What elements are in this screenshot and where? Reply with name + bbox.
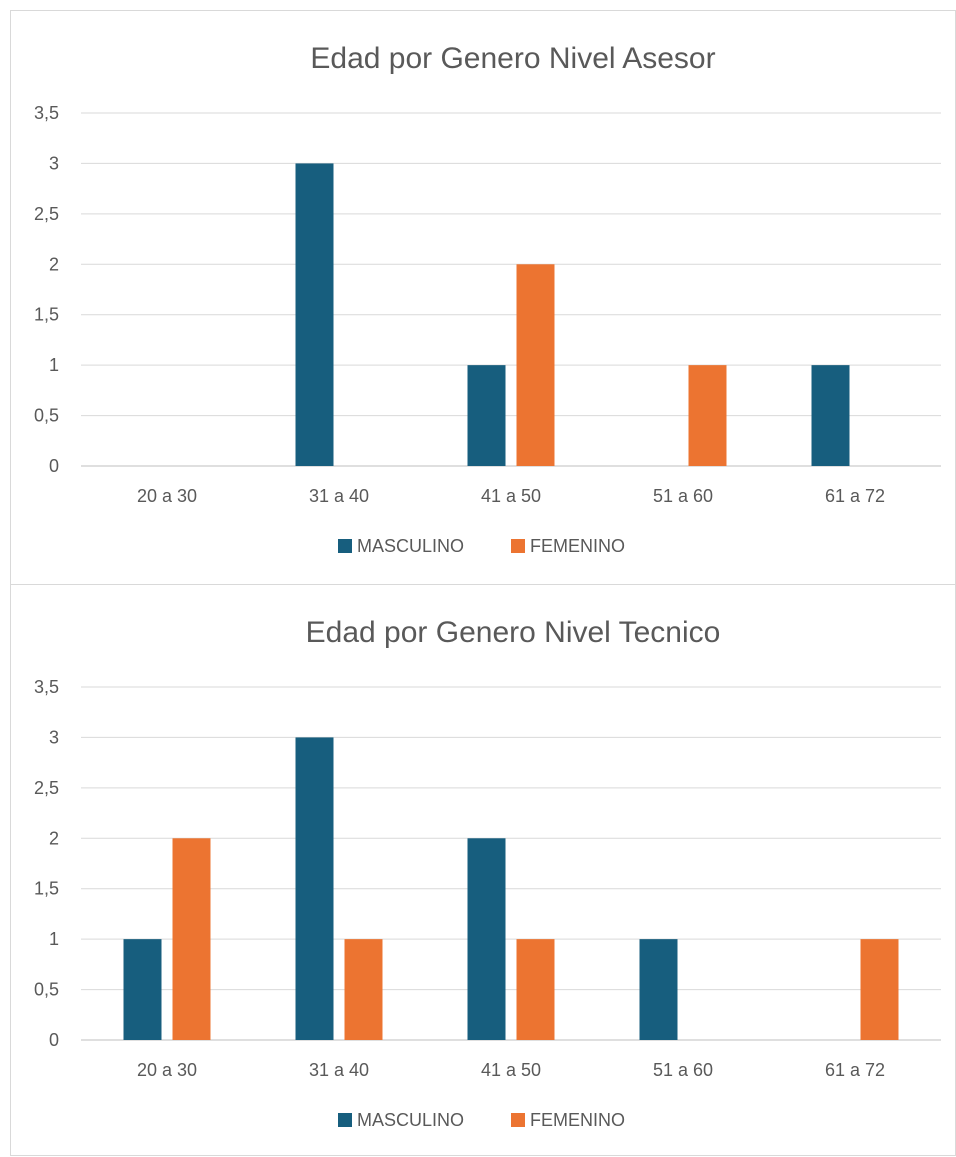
- chart-title: Edad por Genero Nivel Asesor: [310, 42, 715, 75]
- x-tick-label: 51 a 60: [653, 486, 713, 506]
- bar-masculino-41-a-50: [467, 365, 506, 466]
- bar-masculino-61-a-72: [811, 365, 850, 466]
- y-tick-label: 1: [49, 929, 59, 949]
- y-tick-label: 2,5: [34, 778, 59, 798]
- bar-masculino-31-a-40: [295, 163, 334, 466]
- x-tick-label: 31 a 40: [309, 486, 369, 506]
- y-tick-label: 2: [49, 254, 59, 274]
- chart-asesor-svg: Edad por Genero Nivel Asesor 0 0,5 1 1,5 2 2,5…: [34, 42, 941, 556]
- legend-swatch-masculino: [338, 539, 352, 553]
- bar-femenino-20-a-30: [172, 838, 211, 1040]
- legend-label-femenino: FEMENINO: [530, 1110, 625, 1130]
- y-tick-label: 3: [49, 153, 59, 173]
- x-tick-label: 41 a 50: [481, 1060, 541, 1080]
- chart-asesor: Edad por Genero Nivel Asesor 0 0,5 1 1,5 2 2,5…: [10, 10, 956, 585]
- y-tick-label: 1,5: [34, 305, 59, 325]
- bar-femenino-61-a-72: [860, 939, 899, 1040]
- legend-swatch-masculino: [338, 1113, 352, 1127]
- chart-tecnico-svg: Edad por Genero Nivel Tecnico 0 0,5 1 1,5 2 2,…: [34, 616, 941, 1130]
- y-tick-label: 1,5: [34, 879, 59, 899]
- y-tick-label: 2: [49, 828, 59, 848]
- bar-femenino-51-a-60: [688, 365, 727, 466]
- chart-tecnico: Edad por Genero Nivel Tecnico 0 0,5 1 1,5 2 2,…: [10, 584, 956, 1156]
- legend-label-femenino: FEMENINO: [530, 536, 625, 556]
- bar-masculino-51-a-60: [639, 939, 678, 1040]
- bar-masculino-31-a-40: [295, 737, 334, 1040]
- bar-masculino-20-a-30: [123, 939, 162, 1040]
- x-tick-label: 51 a 60: [653, 1060, 713, 1080]
- chart-title: Edad por Genero Nivel Tecnico: [306, 616, 721, 649]
- x-tick-label: 61 a 72: [825, 1060, 885, 1080]
- y-tick-label: 3: [49, 727, 59, 747]
- bar-femenino-41-a-50: [516, 264, 555, 466]
- y-tick-label: 0,5: [34, 406, 59, 426]
- y-tick-label: 0: [49, 1030, 59, 1050]
- y-tick-label: 2,5: [34, 204, 59, 224]
- bar-femenino-41-a-50: [516, 939, 555, 1040]
- bar-femenino-31-a-40: [344, 939, 383, 1040]
- y-tick-label: 1: [49, 355, 59, 375]
- x-tick-label: 41 a 50: [481, 486, 541, 506]
- x-tick-label: 31 a 40: [309, 1060, 369, 1080]
- y-tick-label: 0: [49, 456, 59, 476]
- y-tick-label: 3,5: [34, 677, 59, 697]
- legend: MASCULINO FEMENINO: [338, 536, 625, 556]
- x-tick-label: 61 a 72: [825, 486, 885, 506]
- legend-label-masculino: MASCULINO: [357, 1110, 464, 1130]
- legend: MASCULINO FEMENINO: [338, 1110, 625, 1130]
- x-tick-label: 20 a 30: [137, 486, 197, 506]
- legend-label-masculino: MASCULINO: [357, 536, 464, 556]
- legend-swatch-femenino: [511, 1113, 525, 1127]
- x-tick-label: 20 a 30: [137, 1060, 197, 1080]
- legend-swatch-femenino: [511, 539, 525, 553]
- y-tick-label: 3,5: [34, 103, 59, 123]
- bar-masculino-41-a-50: [467, 838, 506, 1040]
- y-tick-label: 0,5: [34, 980, 59, 1000]
